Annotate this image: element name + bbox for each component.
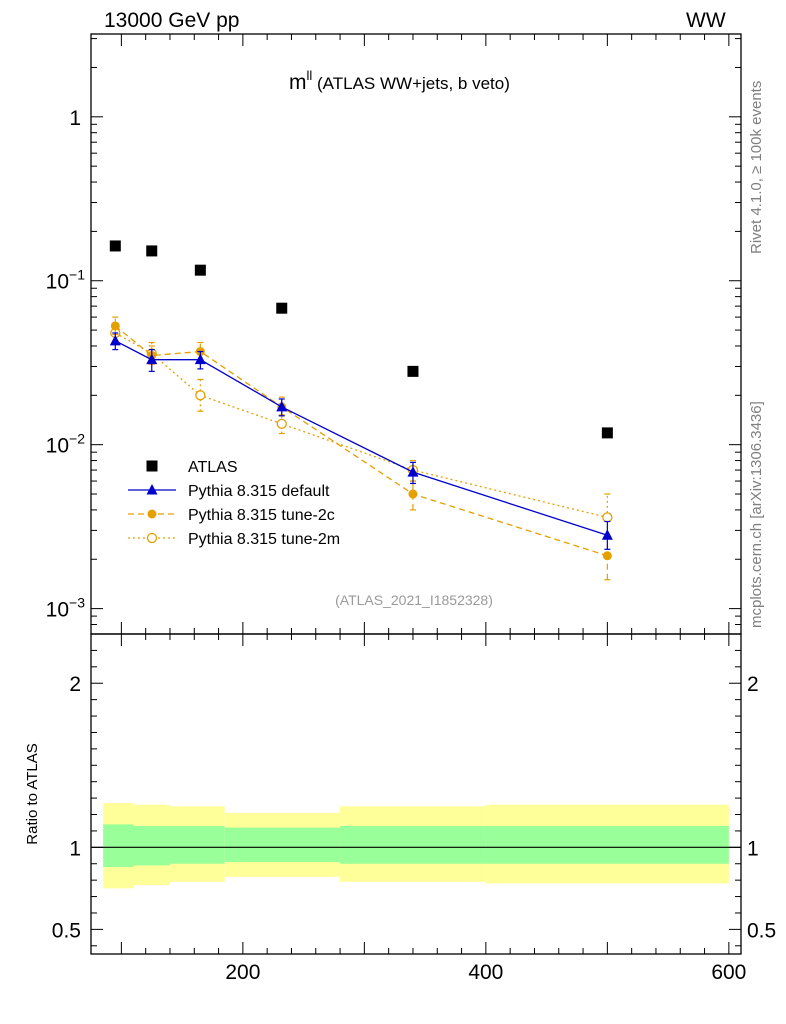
data-point — [602, 512, 613, 523]
legend-label: ATLAS — [188, 459, 238, 476]
ratio-band-inner — [485, 826, 729, 864]
data-point — [407, 466, 419, 477]
ratio-y-tick-label: 1 — [69, 837, 81, 860]
ratio-y-axis-label: Ratio to ATLAS — [24, 743, 41, 844]
ratio-y-tick-label-right: 1 — [747, 837, 759, 860]
x-tick-label: 400 — [468, 961, 503, 984]
legend-marker — [147, 509, 157, 519]
data-point — [601, 529, 613, 540]
data-point — [601, 427, 613, 439]
ratio-frame — [90, 633, 742, 955]
data-point — [276, 302, 288, 314]
series-line — [115, 340, 608, 536]
header-left: 13000 GeV pp — [104, 9, 240, 32]
data-point — [146, 353, 158, 365]
ratio-band-inner — [169, 826, 225, 864]
y-tick-label: 1 — [69, 107, 81, 130]
legend-marker — [146, 460, 158, 472]
x-tick-label: 600 — [711, 961, 746, 984]
ratio-y-tick-label-right: 0.5 — [747, 919, 776, 942]
ratio-band-inner — [340, 826, 486, 864]
series-line — [114, 325, 608, 557]
legend-label: Pythia 8.315 default — [188, 483, 330, 500]
plot-title: mll (ATLAS WW+jets, b veto) — [289, 68, 510, 94]
analysis-label: (ATLAS_2021_I1852328) — [335, 592, 493, 608]
data-point — [276, 418, 287, 429]
data-point — [408, 489, 418, 499]
y-tick-label: 10−2 — [46, 431, 86, 458]
ratio-y-tick-label: 0.5 — [52, 919, 81, 942]
ratio-y-tick-label: 2 — [69, 673, 81, 696]
y-tick-label: 10−1 — [46, 267, 86, 294]
data-point — [407, 365, 419, 377]
data-point — [110, 321, 120, 331]
ratio-band-inner — [103, 824, 134, 868]
y-tick-label: 10−3 — [46, 595, 86, 622]
data-point — [276, 400, 288, 412]
ratio-band-inner — [224, 827, 341, 863]
data-point — [194, 264, 206, 276]
legend-label: Pythia 8.315 tune-2m — [188, 531, 340, 548]
header-right: WW — [686, 9, 726, 32]
data-point — [602, 551, 612, 561]
ratio-band-inner — [133, 826, 170, 866]
data-point — [109, 240, 121, 252]
legend-label: Pythia 8.315 tune-2c — [188, 507, 335, 524]
main-panel: 10−3 10−2 10−1 1 mll (ATLAS WW+jets, b veto)… — [46, 33, 742, 635]
ratio-y-tick-label-right: 2 — [747, 673, 759, 696]
data-point — [195, 390, 206, 401]
legend-marker — [146, 484, 158, 495]
legend-marker — [146, 532, 158, 544]
data-point — [146, 245, 158, 257]
data-point — [109, 334, 121, 346]
x-tick-label: 200 — [225, 961, 260, 984]
data-point — [194, 353, 206, 365]
